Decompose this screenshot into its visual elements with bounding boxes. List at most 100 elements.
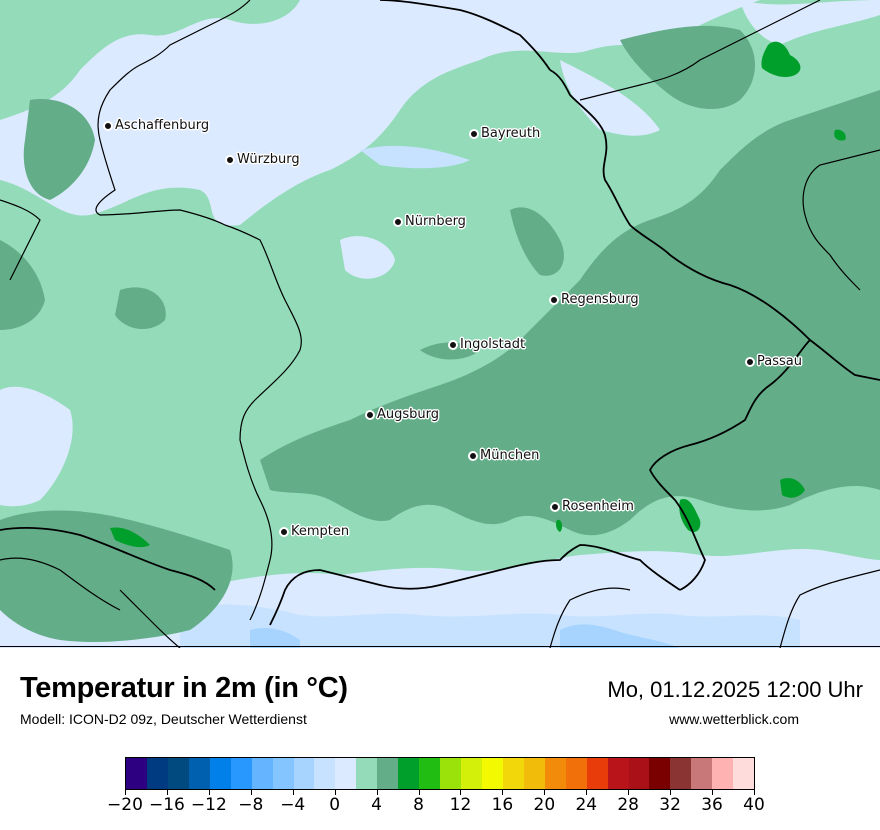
colorbar-bin [335, 758, 357, 789]
colorbar-tick-label: −20 [107, 795, 143, 815]
field-6-8C [110, 41, 846, 548]
city-dot-icon [279, 526, 289, 537]
city-label: Bayreuth [481, 126, 541, 141]
city-marker: Bayreuth [469, 126, 540, 141]
city-dot-icon [393, 216, 403, 227]
colorbar-tick [334, 790, 336, 795]
city-marker: Ingolstadt [448, 337, 525, 352]
city-label: Regensburg [561, 292, 639, 307]
colorbar-bin [440, 758, 461, 789]
city-label: München [480, 448, 540, 463]
city-dot-icon [225, 154, 235, 165]
colorbar-tick [670, 790, 672, 795]
colorbar-tick-label: 20 [533, 795, 556, 815]
colorbar-tick [628, 790, 630, 795]
colorbar-tick-label: 32 [659, 795, 681, 815]
colorbar-bin [586, 758, 608, 789]
city-label: Rosenheim [562, 499, 634, 514]
city-marker: Kempten [279, 524, 349, 539]
city-dot-icon [468, 450, 478, 461]
colorbar-tick [502, 790, 504, 795]
colorbar-bin [419, 758, 441, 789]
city-label: Kempten [291, 524, 350, 539]
colorbar-bin [251, 758, 273, 789]
colorbar-tick-label: −16 [148, 795, 185, 815]
colorbar-bin [314, 758, 336, 789]
colorbar-bin [377, 758, 399, 789]
colorbar-tick-label: −8 [238, 795, 264, 815]
colorbar-tick-label: 0 [329, 795, 341, 815]
colorbar-bin [733, 758, 755, 789]
colorbar-bin [565, 758, 587, 789]
colorbar-bin [126, 758, 147, 789]
city-label: Ingolstadt [460, 337, 526, 352]
colorbar-tick [250, 790, 252, 795]
colorbar-tick [460, 790, 462, 795]
city-dot-icon [745, 356, 755, 367]
temperature-colorbar [125, 757, 755, 790]
colorbar-tick [418, 790, 420, 795]
city-marker: Würzburg [225, 152, 300, 167]
colorbar-tick-label: 36 [701, 795, 723, 815]
colorbar-bin [628, 758, 650, 789]
colorbar-tick-label: 28 [617, 795, 640, 815]
colorbar-tick-label: −12 [190, 795, 227, 815]
city-marker: Nürnberg [393, 214, 466, 229]
colorbar-tick [376, 790, 378, 795]
colorbar-tick-label: 12 [449, 795, 472, 815]
colorbar-bin [209, 758, 231, 789]
colorbar-bin [670, 758, 692, 789]
city-label: Aschaffenburg [115, 118, 210, 133]
colorbar-bin [712, 758, 734, 789]
map-field [0, 0, 880, 648]
city-dot-icon [448, 339, 458, 350]
colorbar-tick [292, 790, 294, 795]
colorbar-bin [356, 758, 378, 789]
forecast-datetime: Mo, 01.12.2025 12:00 Uhr [607, 677, 863, 702]
colorbar-tick-label: 40 [743, 795, 765, 815]
colorbar-tick [208, 790, 210, 795]
colorbar-ticks: −20 −16 −12 −8 −4 0 4 8 12 16 20 24 28 32 36 40 [107, 790, 765, 820]
city-dot-icon [550, 501, 560, 512]
colorbar-bin [691, 758, 713, 789]
city-dot-icon [103, 120, 113, 131]
colorbar-tick [544, 790, 546, 795]
city-marker: Rosenheim [550, 499, 634, 514]
city-marker: München [468, 448, 539, 463]
city-dot-icon [469, 128, 479, 139]
borders [0, 0, 880, 648]
colorbar-bin [293, 758, 315, 789]
city-label: Nürnberg [405, 214, 466, 229]
colorbar-tick-label: 8 [413, 795, 424, 815]
colorbar-bin [502, 758, 524, 789]
colorbar-bin [188, 758, 210, 789]
colorbar-bin [272, 758, 294, 789]
colorbar-bin [146, 758, 168, 789]
city-marker: Passau [745, 354, 802, 369]
model-source: Modell: ICON-D2 09z, Deutscher Wetterdie… [20, 711, 307, 727]
city-marker: Regensburg [549, 292, 639, 307]
city-label: Würzburg [237, 152, 300, 167]
colorbar-bin [649, 758, 671, 789]
temperature-map: Aschaffenburg Würzburg Bayreuth Nürnberg… [0, 0, 880, 648]
city-label: Passau [757, 354, 802, 369]
colorbar-bin [523, 758, 545, 789]
colorbar-tick [754, 790, 755, 795]
colorbar-bin [544, 758, 566, 789]
colorbar-tick [712, 790, 714, 795]
city-dot-icon [365, 409, 375, 420]
colorbar-tick-label: 4 [371, 795, 383, 815]
colorbar-tick [586, 790, 588, 795]
colorbar-tick-label: −4 [280, 795, 306, 815]
colorbar-bin [461, 758, 482, 789]
city-marker: Aschaffenburg [103, 118, 209, 133]
colorbar-bin [607, 758, 629, 789]
colorbar-tick [125, 790, 126, 795]
colorbar-tick-label: 16 [491, 795, 514, 815]
colorbar-tick-label: 24 [575, 795, 598, 815]
map-title: Temperatur in 2m (in °C) [20, 672, 348, 704]
colorbar-tick [166, 790, 168, 795]
colorbar-bin [230, 758, 252, 789]
colorbar-bin [398, 758, 420, 789]
colorbar-bin [167, 758, 189, 789]
